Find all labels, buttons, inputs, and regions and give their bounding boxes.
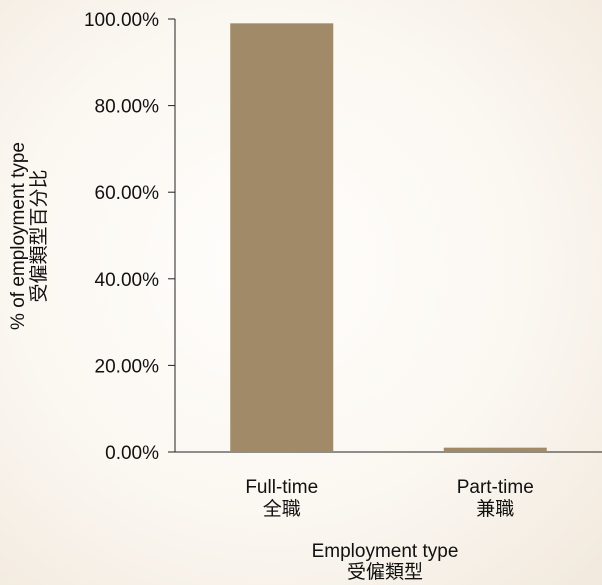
x-tick-label: Part-time <box>457 477 534 498</box>
y-tick-label: 60.00% <box>95 183 160 204</box>
bars-group <box>230 23 547 453</box>
y-tick-label: 100.00% <box>84 10 159 31</box>
y-axis-title-chinese: 受僱類型百分比 <box>28 169 50 302</box>
y-tick-label: 40.00% <box>95 270 160 291</box>
y-tick-label: 80.00% <box>95 97 160 118</box>
x-tick-label-chinese: 全職 <box>263 498 301 520</box>
y-axis-title: % of employment type <box>8 142 29 330</box>
x-tick-label-chinese: 兼職 <box>476 498 514 520</box>
y-tick-label: 0.00% <box>105 443 159 464</box>
bar-part-time <box>443 447 547 452</box>
y-axis: 0.00% 20.00% 40.00% 60.00% 80.00% 100.00% <box>84 10 176 464</box>
x-tick-label: Full-time <box>245 477 318 498</box>
y-tick-label: 20.00% <box>95 356 160 377</box>
x-axis-title-chinese: 受僱類型 <box>347 561 423 583</box>
bar-full-time <box>230 23 334 453</box>
x-axis-title: Employment type <box>312 541 459 562</box>
